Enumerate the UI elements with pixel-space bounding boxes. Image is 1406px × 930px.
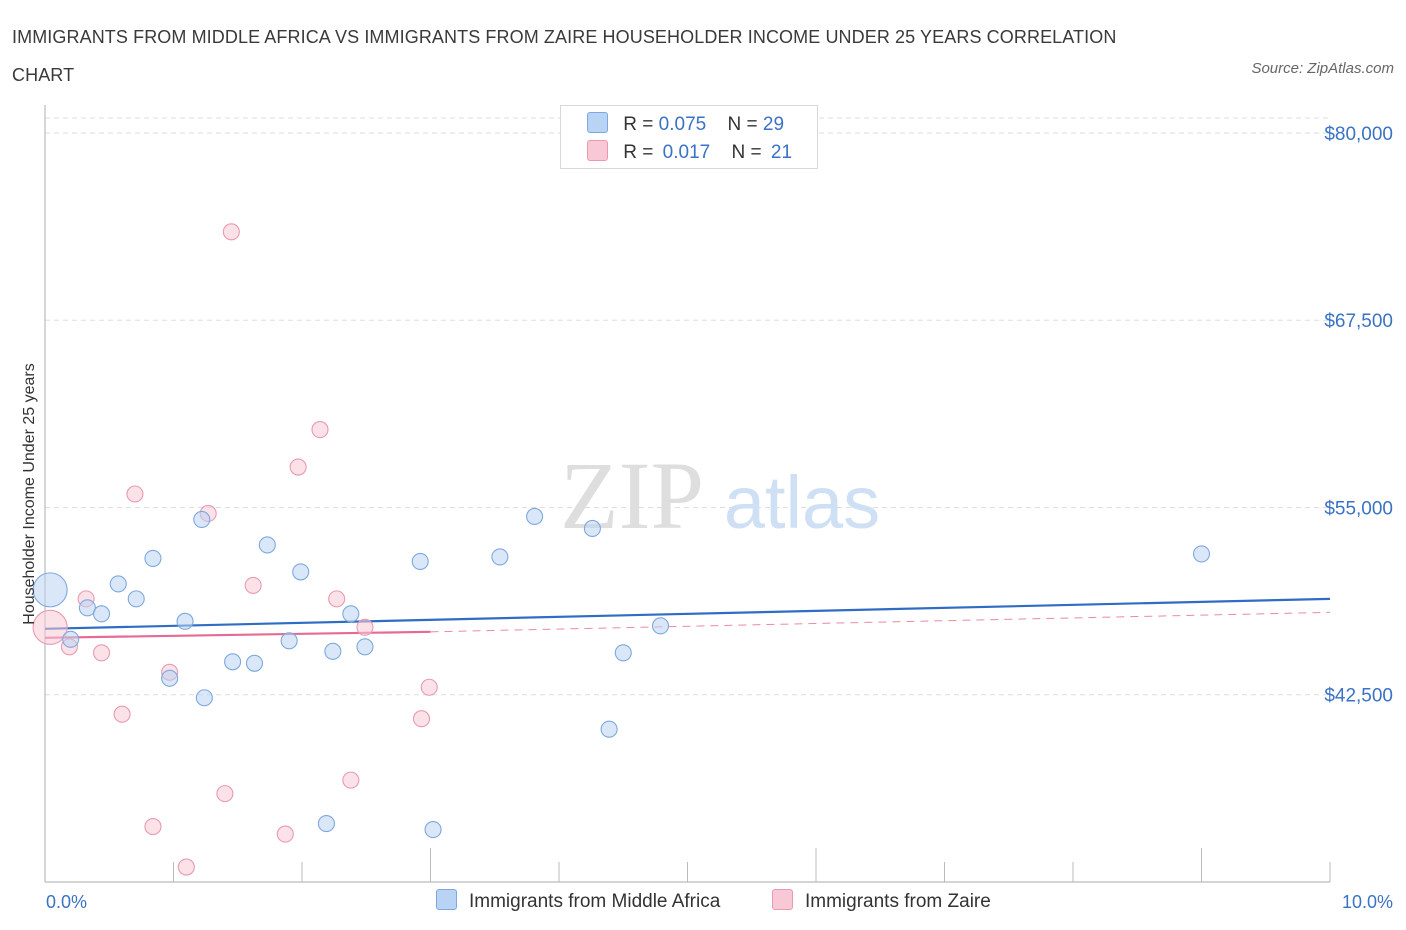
series-legend-middle-africa: Immigrants from Middle Africa — [436, 889, 720, 913]
point-middle-africa — [356, 638, 374, 656]
point-middle-africa — [161, 669, 179, 687]
point-middle-africa — [193, 510, 211, 529]
legend-r-label: R = — [623, 142, 654, 163]
legend-r-label: R = — [623, 114, 654, 135]
legend-n-value: 21 — [770, 142, 793, 163]
watermark-atlas: atlas — [724, 461, 880, 544]
legend-r-value: 0.017 — [662, 142, 711, 163]
point-middle-africa — [600, 720, 618, 738]
point-middle-africa — [526, 507, 544, 526]
point-zaire — [244, 576, 262, 594]
trend-line-middle-africa — [44, 597, 1331, 630]
point-middle-africa — [32, 572, 68, 608]
point-middle-africa — [258, 536, 276, 554]
legend-n-label: N = — [727, 114, 758, 135]
point-middle-africa — [176, 612, 194, 630]
x-tick-labels: 0.0% 10.0% — [46, 892, 1393, 912]
point-zaire — [289, 458, 307, 476]
point-middle-africa — [280, 632, 298, 650]
legend-n-value: 29 — [762, 114, 785, 135]
point-middle-africa — [144, 549, 162, 567]
legend-swatch-pink — [587, 140, 608, 161]
y-tick-label: $55,000 — [1324, 498, 1393, 519]
point-middle-africa — [491, 548, 509, 566]
y-tick-label: $80,000 — [1324, 124, 1393, 145]
chart-title: IMMIGRANTS FROM MIDDLE AFRICA VS IMMIGRA… — [12, 27, 1117, 85]
y-axis-label: Householder Income Under 25 years — [21, 363, 38, 624]
watermark-zip: ZIP — [560, 442, 704, 549]
point-middle-africa — [109, 575, 127, 593]
point-zaire — [126, 485, 144, 503]
point-zaire — [412, 710, 431, 728]
series-swatch-pink — [772, 889, 793, 910]
trend-line-zaire-extension — [430, 611, 1331, 633]
y-tick-labels: $42,500 $55,000 $67,500 $80,000 — [1324, 124, 1393, 707]
series-swatch-blue — [436, 889, 457, 910]
series-label: Immigrants from Zaire — [805, 891, 991, 912]
point-zaire — [276, 825, 294, 843]
legend-row-middle-africa: R = 0.075 N = 29 — [587, 112, 784, 138]
legend-n-label: N = — [731, 142, 762, 163]
legend-r-value: 0.075 — [658, 114, 707, 135]
x-tick-label: 10.0% — [1342, 892, 1393, 912]
point-middle-africa — [1192, 545, 1211, 563]
axes — [44, 105, 1331, 883]
point-zaire — [356, 618, 374, 636]
legend-row-zaire: R = 0.017 N = 21 — [587, 140, 792, 166]
data-points — [32, 223, 1211, 876]
point-middle-africa — [62, 630, 80, 648]
point-middle-africa — [614, 644, 632, 662]
point-zaire — [144, 818, 162, 836]
point-zaire — [311, 421, 329, 439]
point-middle-africa — [292, 563, 310, 581]
point-zaire — [342, 771, 360, 789]
correlation-legend: R = 0.075 N = 29 R = 0.017 N = 21 — [560, 105, 818, 169]
point-zaire — [32, 609, 68, 645]
point-middle-africa — [245, 654, 264, 672]
series-label: Immigrants from Middle Africa — [469, 891, 721, 912]
point-middle-africa — [195, 689, 213, 707]
point-middle-africa — [424, 821, 442, 839]
point-middle-africa — [317, 815, 335, 833]
point-zaire — [420, 678, 438, 696]
legend-swatch-blue — [587, 112, 608, 133]
grid-lines — [45, 117, 1330, 696]
point-zaire — [222, 223, 240, 241]
point-middle-africa — [78, 599, 96, 617]
point-zaire — [216, 785, 234, 803]
x-tick-label: 0.0% — [46, 892, 87, 912]
point-middle-africa — [324, 642, 342, 660]
point-zaire — [92, 644, 111, 662]
point-middle-africa — [127, 590, 145, 608]
trend-lines — [44, 597, 1331, 639]
y-tick-label: $42,500 — [1324, 686, 1393, 707]
series-legend-zaire: Immigrants from Zaire — [772, 889, 991, 913]
point-middle-africa — [583, 519, 601, 538]
point-middle-africa — [411, 552, 429, 570]
chart-source: Source: ZipAtlas.com — [1251, 60, 1394, 77]
point-middle-africa — [92, 605, 111, 623]
point-middle-africa — [651, 617, 670, 635]
point-middle-africa — [224, 653, 242, 671]
y-tick-label: $67,500 — [1324, 311, 1393, 332]
point-zaire — [328, 590, 346, 608]
point-zaire — [113, 705, 131, 723]
watermark: ZIP atlas — [560, 442, 880, 549]
point-middle-africa — [342, 605, 360, 623]
point-zaire — [177, 858, 195, 876]
trend-line-zaire — [44, 630, 431, 639]
